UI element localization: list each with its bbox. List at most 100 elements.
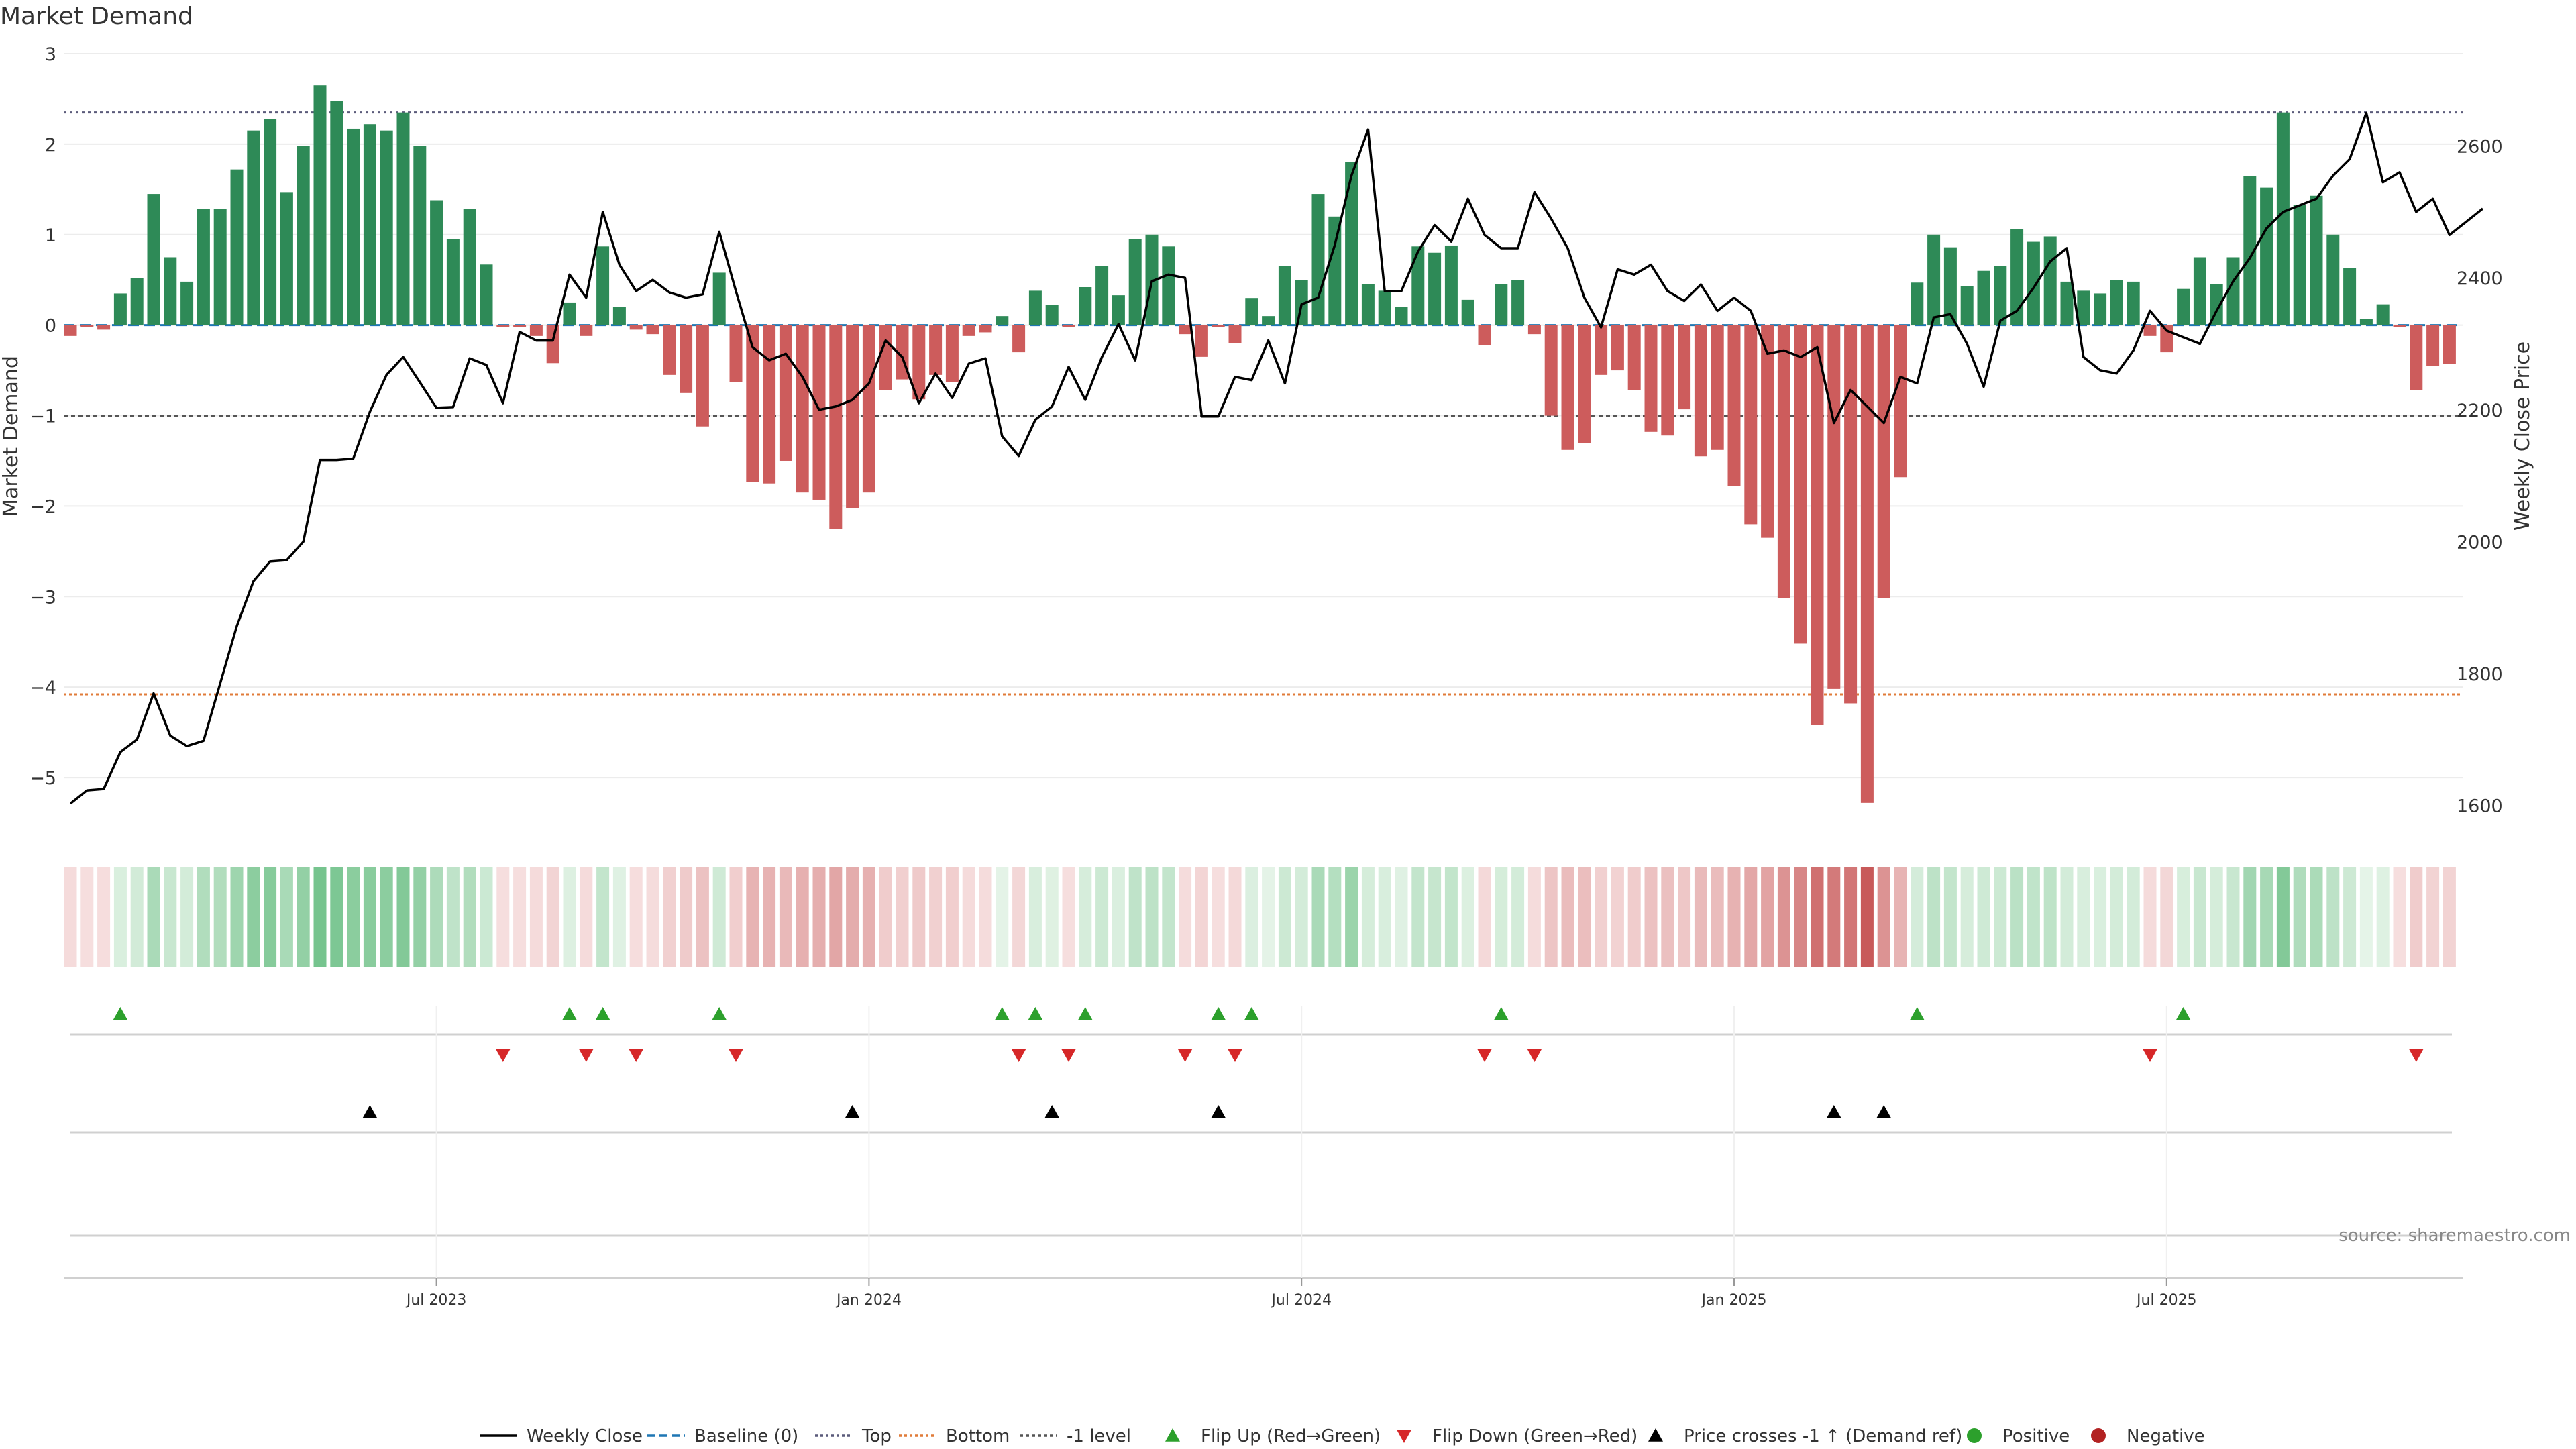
heat-cell: [2443, 867, 2456, 967]
demand-bar: [197, 209, 210, 325]
heat-cell: [846, 867, 859, 967]
demand-bar: [513, 325, 527, 327]
left-tick-label: 2: [45, 135, 56, 156]
demand-bar: [297, 146, 310, 325]
legend-item: Negative: [2091, 1426, 2205, 1446]
axes: 3 2 1 0 −1 −2 −3 −4 −5 2600 2400 2200 2000 1800 1600: [30, 44, 2503, 817]
demand-bar: [230, 169, 244, 325]
demand-bar: [2343, 268, 2357, 325]
heat-cell: [1994, 867, 2007, 967]
demand-bar: [763, 325, 776, 484]
demand-bar: [1578, 325, 1591, 443]
legend-dot-swatch: [1967, 1428, 1982, 1443]
flip-up-marker: [994, 1007, 1010, 1020]
heat-cell: [2110, 867, 2123, 967]
demand-bar: [663, 325, 676, 375]
heat-cell: [996, 867, 1009, 967]
heat-cell: [1877, 867, 1890, 967]
demand-bar: [396, 112, 410, 325]
demand-bar: [1345, 162, 1358, 325]
heat-cell: [130, 867, 144, 967]
heat-cell: [2210, 867, 2223, 967]
heat-cell: [546, 867, 559, 967]
demand-bar: [1711, 325, 1724, 450]
heat-cell: [2177, 867, 2190, 967]
heat-cell: [979, 867, 992, 967]
demand-bar: [563, 302, 576, 325]
heat-cell: [1711, 867, 1724, 967]
demand-bar: [996, 316, 1009, 325]
heat-cell: [1345, 867, 1358, 967]
demand-bar: [2127, 281, 2140, 325]
left-tick-label: 1: [45, 225, 56, 246]
demand-bar: [1079, 287, 1092, 325]
heat-cell: [380, 867, 393, 967]
demand-bar: [97, 325, 111, 330]
demand-bar: [929, 325, 943, 375]
flip-up-marker: [1077, 1007, 1093, 1020]
legend-label: Flip Down (Green→Red): [1432, 1426, 1638, 1446]
demand-bar: [1860, 325, 1874, 803]
demand-bar: [1112, 295, 1125, 325]
heat-cell: [430, 867, 443, 967]
heat-cell: [1328, 867, 1342, 967]
event-rows: Jul 2023 Jan 2024 Jul 2024 Jan 2025 Jul 2025: [64, 1006, 2463, 1309]
demand-bar: [213, 209, 227, 325]
demand-bar: [2359, 319, 2373, 325]
demand-bar: [1262, 316, 1275, 325]
flip-up-marker: [712, 1007, 727, 1020]
legend-item: Price crosses -1 ↑ (Demand ref): [1648, 1426, 1962, 1446]
heat-cell: [962, 867, 975, 967]
legend-item: Positive: [1967, 1426, 2070, 1446]
flip-down-marker: [729, 1049, 743, 1062]
heat-cell: [97, 867, 111, 967]
heat-cell: [912, 867, 926, 967]
heat-cell: [646, 867, 659, 967]
demand-bar: [1844, 325, 1858, 704]
demand-bar: [1727, 325, 1741, 486]
demand-bar: [1328, 216, 1342, 325]
flip-up-marker: [595, 1007, 610, 1020]
heat-cell: [1827, 867, 1841, 967]
demand-bar: [2177, 288, 2190, 325]
right-tick-label: 1800: [2457, 664, 2503, 685]
heat-cell: [2143, 867, 2157, 967]
y-axis-label-right: Weekly Close Price: [2511, 341, 2534, 531]
heat-cell: [1378, 867, 1391, 967]
right-tick-label: 2000: [2457, 532, 2503, 553]
heat-cell: [347, 867, 360, 967]
left-tick-label: −1: [30, 407, 56, 427]
left-tick-label: −5: [30, 768, 56, 789]
demand-bar: [2143, 325, 2157, 336]
demand-bar: [779, 325, 792, 461]
demand-bar: [2260, 187, 2273, 325]
heat-cell: [1062, 867, 1075, 967]
demand-bar: [629, 325, 643, 330]
demand-heat-strip: [64, 867, 2456, 967]
demand-bar: [846, 325, 859, 508]
heat-cell: [612, 867, 626, 967]
x-tick-label: Jan 2024: [835, 1292, 902, 1309]
heat-cell: [1943, 867, 1957, 967]
demand-bar: [1012, 325, 1026, 353]
demand-bar: [1461, 299, 1474, 325]
flip-down-marker: [1061, 1049, 1076, 1062]
heat-cell: [1860, 867, 1874, 967]
demand-bar: [2376, 304, 2390, 325]
flip-up-marker: [1909, 1007, 1925, 1020]
demand-bar: [1195, 325, 1208, 357]
heat-cell: [1777, 867, 1790, 967]
heat-cell: [2393, 867, 2406, 967]
demand-bar: [812, 325, 826, 500]
price-cross-marker: [1826, 1105, 1841, 1118]
heat-cell: [1977, 867, 1990, 967]
legend-item: Flip Up (Red→Green): [1165, 1426, 1381, 1446]
heat-cell: [113, 867, 127, 967]
heat-cell: [1012, 867, 1026, 967]
demand-bar: [64, 325, 77, 336]
heat-cell: [1145, 867, 1159, 967]
heat-cell: [2276, 867, 2290, 967]
demand-bar: [1611, 325, 1624, 371]
demand-bar: [596, 246, 610, 325]
heat-cell: [446, 867, 460, 967]
